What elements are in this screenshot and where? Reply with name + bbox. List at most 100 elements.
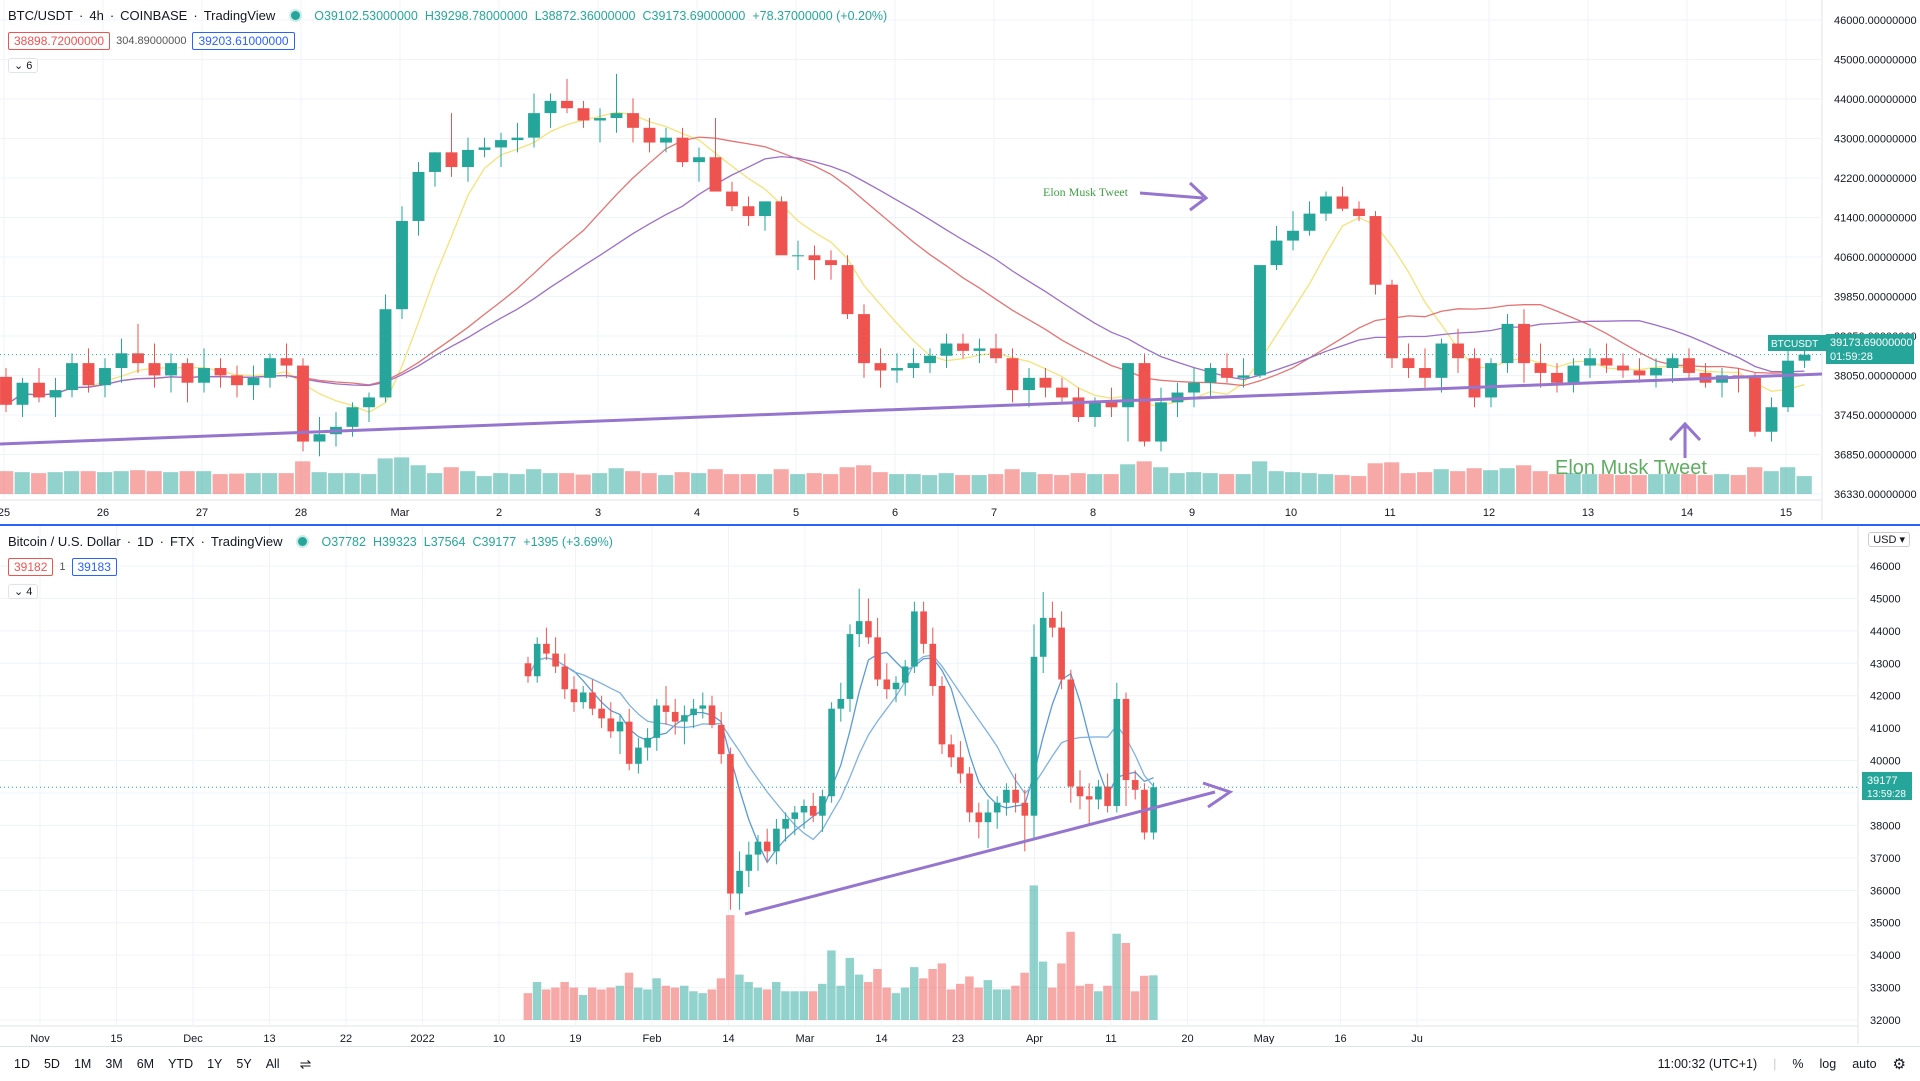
volume-bar [1763,471,1779,494]
timeframe-buttons: 1D 5D 1M 3M 6M YTD 1Y 5Y All [14,1057,280,1071]
candle-body [346,407,359,427]
candle-body [736,870,743,894]
volume-bar [476,476,492,494]
timeframe-button-ytd[interactable]: YTD [168,1057,194,1071]
volume-bar [1037,474,1053,494]
pane1-high: H39298.78000000 [424,8,528,23]
timeframe-button-5y[interactable]: 5Y [236,1057,252,1071]
date-range-icon[interactable]: ⇌ [299,1055,312,1072]
candle-body [708,705,716,725]
log-toggle[interactable]: log [1819,1057,1837,1071]
pane1-symbol[interactable]: BTC/USDT [8,8,73,23]
pane1-buy-price[interactable]: 39203.61000000 [192,32,295,50]
y-tick-label: 46000 [1870,561,1901,573]
volume-bar [394,457,410,494]
candlestick-chart-1d[interactable]: 4600045000440004300042000410004000039000… [0,526,1920,1044]
candle-body [841,265,854,315]
pane2-symbol[interactable]: Bitcoin / U.S. Dollar [8,534,121,549]
volume-bar [31,473,47,494]
candle-body [1254,265,1266,376]
volume-bar [592,473,608,494]
pane1-sell-price[interactable]: 38898.72000000 [8,32,111,50]
candle-body [1021,802,1029,816]
x-tick-label: 9 [1189,507,1195,519]
candle-body [1666,358,1679,369]
candle-body [837,698,845,709]
volume-bar [872,472,888,494]
gear-icon[interactable]: ⚙ [1892,1056,1906,1073]
pane2-interval[interactable]: 1D [137,534,154,549]
x-tick-label: 2 [496,507,502,519]
candle-body [247,377,260,386]
candle-body [693,157,705,163]
volume-bar [823,474,839,494]
volume-bar [615,985,625,1020]
market-status-icon[interactable] [289,9,303,22]
volume-bar [689,991,698,1020]
x-tick-label: Apr [1026,1033,1043,1044]
candle-body [1113,698,1121,806]
volume-bar [0,471,14,494]
volume-bar [1549,474,1565,494]
timeframe-button-1y[interactable]: 1Y [207,1057,223,1071]
x-tick-label: 20 [1181,1033,1193,1044]
candle-body [16,382,29,405]
candle-body [726,191,738,207]
pane1-change: +78.37000000 (+0.20%) [752,8,888,23]
x-tick-label: 6 [892,507,898,519]
volume-bar [1598,474,1614,494]
y-tick-label: 32000 [1870,1015,1901,1027]
candle-body [907,363,920,369]
x-tick-label: 11 [1384,507,1395,519]
timeframe-button-1d[interactable]: 1D [14,1057,30,1071]
candle-body [0,376,12,405]
candle-body [1749,377,1761,432]
auto-toggle[interactable]: auto [1852,1057,1877,1071]
pane2-buy-price[interactable]: 39183 [71,558,117,576]
pane1-interval[interactable]: 4h [89,8,104,23]
pane2-indicators-toggle[interactable]: ⌄ 4 [8,584,39,599]
candlestick-chart-4h[interactable]: 46000.00000000 45000.00000000 44000.000000… [0,0,1920,520]
chart-pane-btcusdt-4h[interactable]: 46000.00000000 45000.00000000 44000.000000… [0,0,1920,520]
candle-body [1419,368,1431,378]
pane2-legend: Bitcoin / U.S. Dollar · 1D · FTX · Tradi… [8,534,620,549]
candle-body [198,368,210,383]
candle-body [846,634,854,699]
y-tick-label: 45000 [1870,593,1901,605]
candle-body [1122,698,1130,781]
volume-bar [569,987,579,1020]
volume-bar [542,473,558,494]
volume-bar [661,985,671,1020]
pane1-low: L38872.36000000 [534,8,636,23]
pane2-sell-price[interactable]: 39182 [8,558,54,576]
candle-body [561,666,569,690]
volume-bar [559,473,575,494]
timeframe-button-3m[interactable]: 3M [105,1057,123,1071]
candle-body [82,363,95,386]
candle-body [1089,402,1101,418]
timeframe-button-1m[interactable]: 1M [73,1057,92,1071]
timeframe-button-6m[interactable]: 6M [136,1057,155,1071]
candle-body [1435,343,1448,378]
currency-select[interactable]: USD ▾ [1868,532,1910,547]
percent-toggle[interactable]: % [1792,1057,1804,1071]
candle-body [920,611,927,644]
volume-bar [229,473,245,494]
volume-bar [882,987,891,1020]
timeframe-button-all[interactable]: All [265,1057,280,1071]
chart-pane-btcusd-1d[interactable]: 4600045000440004300042000410004000039000… [0,524,1920,1046]
candle-body [412,171,425,221]
candle-body [598,708,605,719]
candle-body [445,152,458,168]
clock[interactable]: 11:00:32 (UTC+1) [1657,1057,1758,1071]
volume-bar [1075,985,1085,1020]
candle-body [690,708,697,716]
volume-bar [1499,468,1515,494]
timeframe-button-5d[interactable]: 5D [43,1057,60,1071]
volume-bar [1112,933,1121,1020]
pane1-indicators-toggle[interactable]: ⌄ 6 [8,58,39,73]
sep-dot: · [126,534,132,549]
volume-bar [1565,473,1581,494]
market-status-icon[interactable] [296,535,310,548]
x-tick-label: Nov [30,1033,50,1044]
